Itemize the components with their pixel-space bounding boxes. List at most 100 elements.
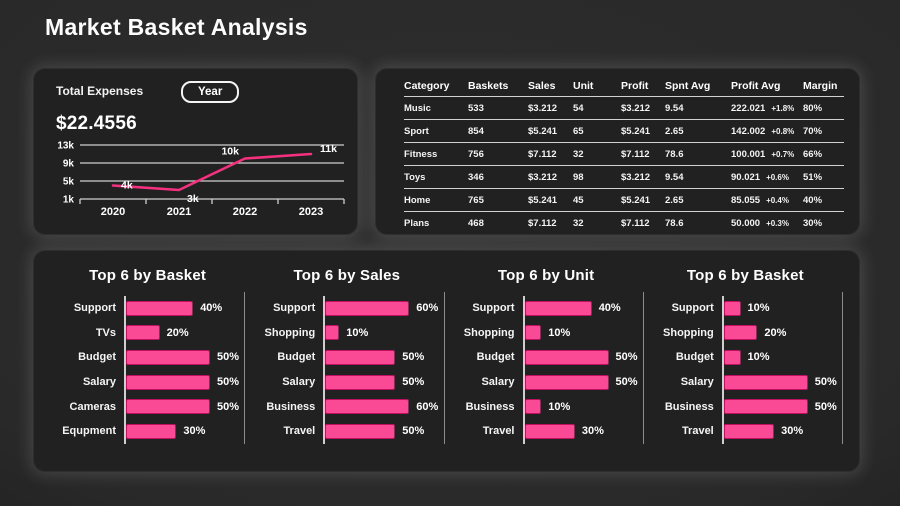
cell-sales: $5.241: [528, 194, 558, 206]
bar-row-label: Budget: [78, 351, 116, 364]
bar-labels-column: Support TVs Budget Salary Cameras Equpment: [52, 296, 124, 444]
bar-row: 50%: [325, 345, 442, 370]
bar: [126, 349, 210, 365]
bar-value: 50%: [814, 400, 837, 413]
bar-value: 50%: [402, 351, 425, 364]
chart-panel-basket-2: Top 6 by Basket Support Shopping Budget Sal…: [646, 267, 845, 471]
bar-row-label: Salary: [282, 376, 316, 389]
cell-profit_avg: 50.000 +0.3%: [731, 218, 803, 229]
bars-column: 10% 20% 10% 50% 50% 30%: [721, 296, 841, 444]
svg-text:11k: 11k: [320, 143, 337, 155]
bar-row-label: Business: [266, 400, 316, 413]
bar-row-label: Support: [273, 302, 316, 315]
bar: [524, 300, 592, 316]
chart-title: Top 6 by Sales: [293, 267, 401, 284]
cell-category: Plans: [404, 218, 430, 229]
bar-value: 50%: [402, 425, 425, 438]
bar-row: 20%: [723, 321, 841, 346]
period-button[interactable]: Year: [181, 81, 240, 103]
profit-avg-delta: +0.6%: [766, 172, 789, 182]
bar-row: 50%: [126, 370, 243, 395]
bar-row-label: Support: [472, 302, 515, 315]
bar-row: 60%: [325, 394, 442, 419]
chart-panel-unit: Top 6 by Unit Support Shopping Budget Salar…: [447, 267, 646, 471]
column-header: Profit: [621, 79, 649, 92]
bar: [723, 349, 741, 365]
svg-text:9k: 9k: [63, 159, 75, 170]
bar-row: 50%: [126, 394, 243, 419]
bar: [325, 399, 410, 415]
cell-baskets: 468: [468, 218, 484, 229]
cell-sales: $3.212: [528, 171, 558, 183]
bar-row: 40%: [126, 296, 243, 321]
bar-value: 50%: [217, 376, 240, 389]
cell-profit: $3.212: [621, 171, 651, 183]
cell-unit: 32: [573, 218, 584, 229]
bar-value: 10%: [548, 326, 571, 339]
bar-value: 60%: [416, 400, 439, 413]
cell-sales: $5.241: [528, 125, 558, 137]
profit-avg-value: 222.021: [731, 102, 766, 114]
cell-profit_avg: 100.001 +0.7%: [731, 149, 803, 160]
cell-margin: 40%: [803, 194, 823, 206]
table-row: Toys 346 $3.212 98 $3.212 9.54 90.021 +0.6% 51%: [404, 166, 844, 189]
bar-chart: Support Shopping Budget Salary Business Trave…: [650, 292, 844, 444]
bar-row: 10%: [524, 394, 642, 419]
bar: [723, 374, 808, 390]
cell-margin: 66%: [803, 148, 823, 160]
bar: [723, 423, 775, 439]
cell-category: Home: [404, 194, 431, 206]
cell-profit: $7.112: [621, 148, 650, 160]
cell-spnt_avg: 78.6: [665, 218, 684, 229]
bar-value: 50%: [814, 376, 837, 389]
bar-row-label: Salary: [680, 376, 714, 389]
bar-labels-column: Support Shopping Budget Salary Business Trave…: [650, 296, 722, 444]
cell-unit: 32: [573, 148, 584, 160]
bar-value: 50%: [402, 376, 425, 389]
chart-title: Top 6 by Unit: [497, 267, 595, 284]
cell-baskets: 765: [468, 194, 484, 206]
column-header: Spnt Avg: [665, 79, 711, 92]
cell-margin: 80%: [803, 102, 823, 114]
bar: [325, 325, 340, 341]
column-header: Margin: [803, 79, 838, 92]
bar-row: 10%: [723, 345, 841, 370]
cell-profit_avg: 90.021 +0.6%: [731, 172, 803, 183]
bar-value: 20%: [166, 326, 189, 339]
cell-unit: 65: [573, 125, 584, 137]
total-expenses-card: Total Expenses Year $22.4556 13k 9k 5k 1k 20…: [33, 68, 358, 235]
bar-row-label: Equpment: [62, 425, 116, 438]
chart-panel-sales: Top 6 by Sales Support Shopping Budget Sala…: [247, 267, 446, 471]
bar: [524, 399, 542, 415]
cell-spnt_avg: 9.54: [665, 171, 684, 183]
cell-margin: 51%: [803, 171, 823, 183]
bar-value: 50%: [217, 400, 240, 413]
table-row: Sport 854 $5.241 65 $5.241 2.65 142.002 +0.8% 70…: [404, 120, 844, 143]
page-title: Market Basket Analysis: [45, 14, 308, 40]
bar-chart: Support TVs Budget Salary Cameras Equpment 40%…: [52, 292, 246, 444]
cell-sales: $3.212: [528, 102, 558, 114]
bar-value: 10%: [747, 351, 770, 364]
bar-labels-column: Support Shopping Budget Salary Business Trave…: [251, 296, 323, 444]
bar-row: 50%: [723, 370, 841, 395]
cell-sales: $7.112: [528, 218, 557, 229]
table-row: Music 533 $3.212 54 $3.212 9.54 222.021 +1.8% 80…: [404, 97, 844, 120]
bar: [126, 374, 210, 390]
bar-row: 50%: [723, 394, 841, 419]
svg-text:2022: 2022: [233, 206, 257, 218]
bar-value: 30%: [183, 425, 206, 438]
bar-value: 40%: [200, 302, 223, 315]
bar-value: 50%: [615, 376, 638, 389]
cell-category: Fitness: [404, 148, 438, 160]
profit-avg-value: 142.002: [731, 125, 766, 137]
bar-row: 50%: [325, 419, 442, 444]
bar-row: 10%: [524, 321, 642, 346]
cell-category: Music: [404, 102, 431, 114]
bar: [126, 300, 194, 316]
bar-row: 50%: [524, 345, 642, 370]
bar-row: 50%: [325, 370, 442, 395]
bar-value: 50%: [615, 351, 638, 364]
svg-text:13k: 13k: [57, 141, 74, 152]
table-row: Fitness 756 $7.112 32 $7.112 78.6 100.001 +0.7%…: [404, 143, 844, 166]
cell-baskets: 533: [468, 102, 484, 114]
